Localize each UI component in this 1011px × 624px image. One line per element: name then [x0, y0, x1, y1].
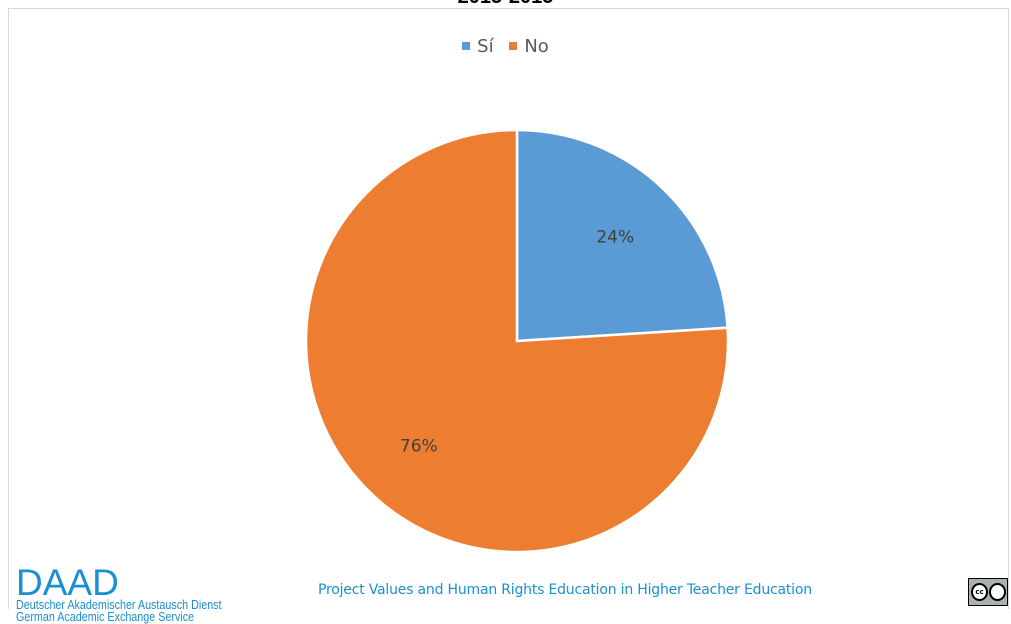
daad-logo-text: DAAD — [16, 562, 119, 603]
daad-logo: DAAD Deutscher Akademischer Austausch Di… — [16, 562, 255, 624]
legend-swatch-no — [509, 42, 518, 50]
pie-slice-no — [304, 128, 730, 554]
legend-label-si: Sí — [477, 35, 494, 57]
legend-label-no: No — [524, 35, 549, 57]
data-label-no: 76% — [400, 437, 438, 457]
legend-entry-no: No — [509, 35, 549, 57]
legend-entry-si: Sí — [462, 35, 494, 57]
daad-logo-line1: Deutscher Akademischer Austausch Dienst — [16, 598, 222, 612]
creative-commons-icon: cc — [968, 578, 1008, 606]
pie-slice-si — [515, 128, 729, 343]
title-strip: 2013-2015 — [0, 0, 1011, 8]
legend: Sí No — [0, 34, 1011, 57]
page-title: 2013-2015 — [0, 0, 1011, 7]
pie-chart: 24% 76% — [304, 128, 730, 554]
daad-logo-line2: German Academic Exchange Service — [16, 610, 195, 624]
cc-logo-icon: cc — [971, 583, 988, 601]
data-label-si: 24% — [596, 227, 634, 247]
legend-swatch-si — [462, 42, 471, 50]
cc-by-icon — [989, 583, 1006, 601]
chart-frame — [8, 8, 1009, 609]
project-caption: Project Values and Human Rights Educatio… — [318, 582, 812, 598]
